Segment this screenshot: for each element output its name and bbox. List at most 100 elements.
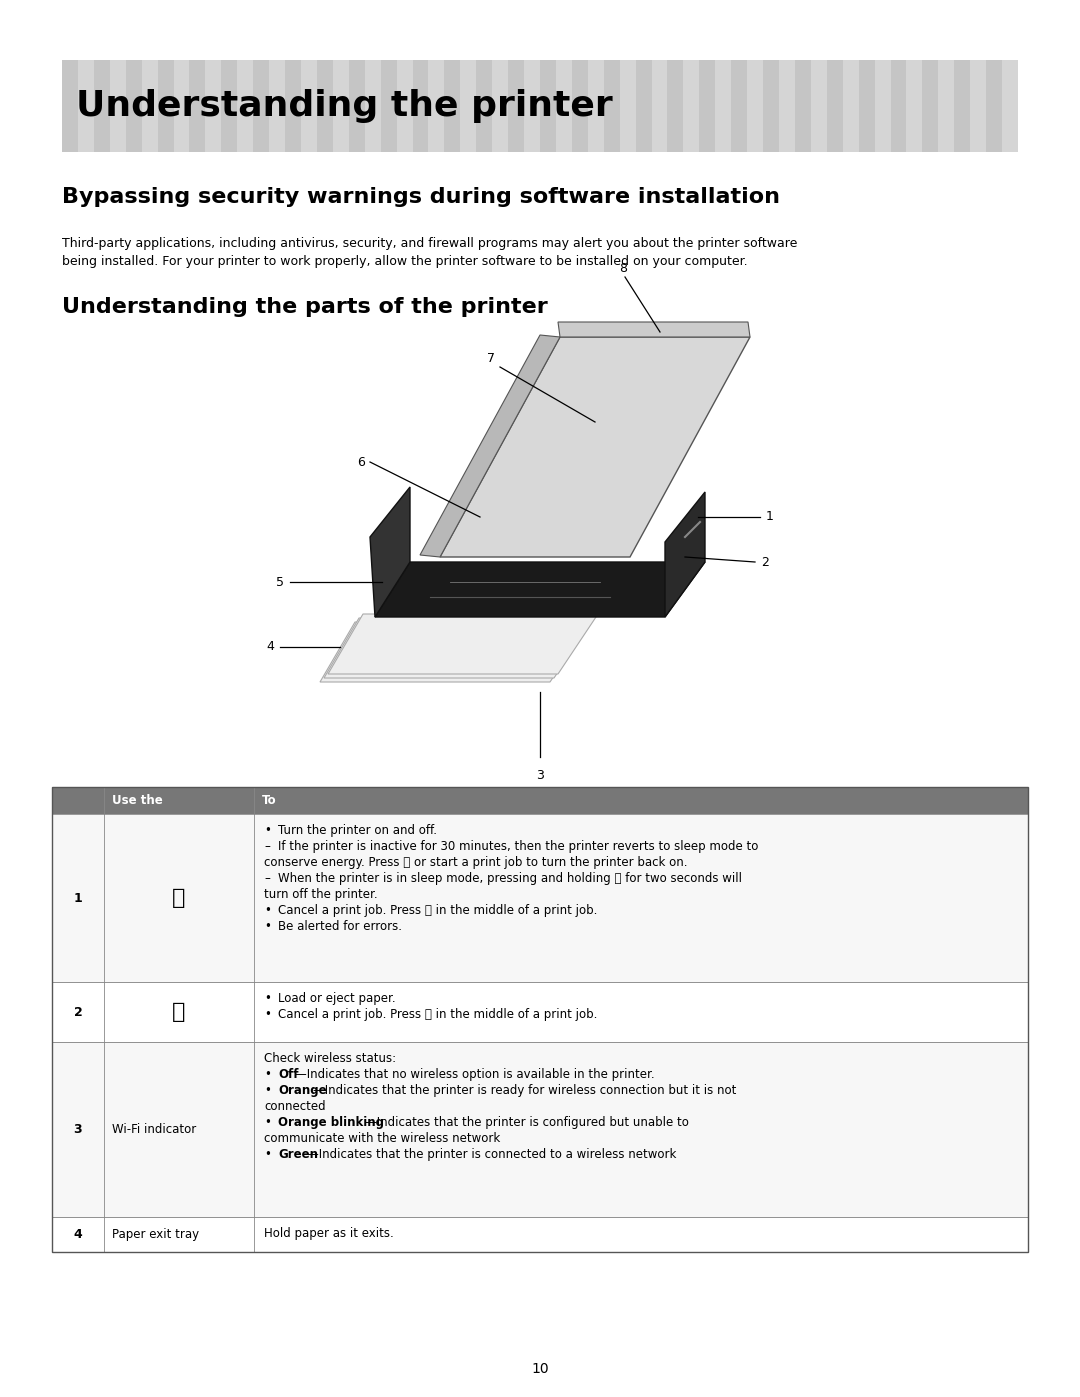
Bar: [301, 60, 316, 152]
Text: communicate with the wireless network: communicate with the wireless network: [264, 1132, 500, 1146]
Bar: [667, 60, 684, 152]
Text: 10: 10: [531, 1362, 549, 1376]
Text: –: –: [264, 872, 270, 886]
Polygon shape: [375, 562, 705, 617]
Text: 6: 6: [357, 455, 365, 468]
Polygon shape: [328, 615, 598, 673]
Bar: [939, 60, 955, 152]
Bar: [700, 60, 715, 152]
Text: Understanding the printer: Understanding the printer: [76, 89, 612, 123]
Bar: [52, 814, 1028, 982]
Bar: [269, 60, 285, 152]
Text: Check wireless status:: Check wireless status:: [264, 1052, 396, 1065]
Bar: [52, 787, 1028, 1252]
Text: Green: Green: [278, 1148, 318, 1161]
Bar: [253, 60, 269, 152]
Polygon shape: [324, 617, 594, 678]
Bar: [1002, 60, 1018, 152]
Bar: [524, 60, 540, 152]
Text: Use the: Use the: [112, 793, 163, 807]
Text: conserve energy. Press ⏻ or start a print job to turn the printer back on.: conserve energy. Press ⏻ or start a prin…: [264, 856, 688, 869]
Bar: [764, 60, 779, 152]
Bar: [365, 60, 380, 152]
Text: 5: 5: [276, 576, 284, 588]
Text: •: •: [264, 1067, 271, 1081]
Text: 3: 3: [73, 1123, 82, 1136]
Bar: [413, 60, 429, 152]
Text: : : [173, 1002, 186, 1023]
Text: Cancel a print job. Press  in the middle of a print job.: Cancel a print job. Press  in the middl…: [278, 1009, 597, 1021]
Polygon shape: [558, 321, 750, 337]
Bar: [158, 60, 174, 152]
Text: Paper exit tray: Paper exit tray: [112, 1228, 199, 1241]
Bar: [125, 60, 141, 152]
Bar: [875, 60, 891, 152]
Bar: [986, 60, 1002, 152]
Polygon shape: [320, 622, 590, 682]
Text: •: •: [264, 1009, 271, 1021]
Text: Orange blinking: Orange blinking: [278, 1116, 384, 1129]
Text: Orange: Orange: [278, 1084, 326, 1097]
Bar: [460, 60, 476, 152]
Bar: [189, 60, 205, 152]
Bar: [651, 60, 667, 152]
Text: —Indicates that the printer is connected to a wireless network: —Indicates that the printer is connected…: [307, 1148, 676, 1161]
Bar: [827, 60, 842, 152]
Bar: [205, 60, 221, 152]
Text: 8: 8: [619, 263, 627, 275]
Bar: [62, 60, 78, 152]
Text: •: •: [264, 824, 271, 837]
Text: Turn the printer on and off.: Turn the printer on and off.: [278, 824, 437, 837]
Text: 1: 1: [73, 891, 82, 904]
Text: 7: 7: [487, 352, 495, 365]
Bar: [110, 60, 125, 152]
Bar: [52, 787, 1028, 814]
Bar: [842, 60, 859, 152]
Bar: [604, 60, 620, 152]
Text: —Indicates that no wireless option is available in the printer.: —Indicates that no wireless option is av…: [296, 1067, 656, 1081]
Bar: [508, 60, 524, 152]
Bar: [715, 60, 731, 152]
Text: When the printer is in sleep mode, pressing and holding ⏻ for two seconds will: When the printer is in sleep mode, press…: [278, 872, 742, 886]
Text: connected: connected: [264, 1099, 326, 1113]
Bar: [492, 60, 508, 152]
Bar: [891, 60, 906, 152]
Bar: [94, 60, 110, 152]
Bar: [620, 60, 636, 152]
Bar: [52, 1042, 1028, 1217]
Bar: [52, 1217, 1028, 1252]
Bar: [476, 60, 492, 152]
Text: To: To: [262, 793, 276, 807]
Text: —Indicates that the printer is ready for wireless connection but it is not: —Indicates that the printer is ready for…: [313, 1084, 737, 1097]
Bar: [779, 60, 795, 152]
Bar: [684, 60, 700, 152]
Bar: [238, 60, 253, 152]
Text: 4: 4: [73, 1228, 82, 1241]
Text: •: •: [264, 1084, 271, 1097]
Bar: [429, 60, 444, 152]
Bar: [970, 60, 986, 152]
Bar: [141, 60, 158, 152]
Bar: [540, 60, 556, 152]
Text: 4: 4: [266, 640, 274, 654]
Text: •: •: [264, 921, 271, 933]
Bar: [444, 60, 460, 152]
Bar: [380, 60, 396, 152]
Text: Off: Off: [278, 1067, 298, 1081]
Text: •: •: [264, 1116, 271, 1129]
Bar: [396, 60, 413, 152]
Bar: [636, 60, 651, 152]
Bar: [795, 60, 811, 152]
Text: Third-party applications, including antivirus, security, and firewall programs m: Third-party applications, including anti…: [62, 237, 797, 250]
Bar: [588, 60, 604, 152]
Text: –: –: [264, 840, 270, 854]
Polygon shape: [440, 337, 750, 557]
Text: Wi-Fi indicator: Wi-Fi indicator: [112, 1123, 197, 1136]
Bar: [906, 60, 922, 152]
Text: Understanding the parts of the printer: Understanding the parts of the printer: [62, 298, 548, 317]
Text: ⏻: ⏻: [173, 888, 186, 908]
Bar: [221, 60, 238, 152]
Text: Cancel a print job. Press ⏻ in the middle of a print job.: Cancel a print job. Press ⏻ in the middl…: [278, 904, 597, 916]
Bar: [316, 60, 333, 152]
Bar: [811, 60, 827, 152]
